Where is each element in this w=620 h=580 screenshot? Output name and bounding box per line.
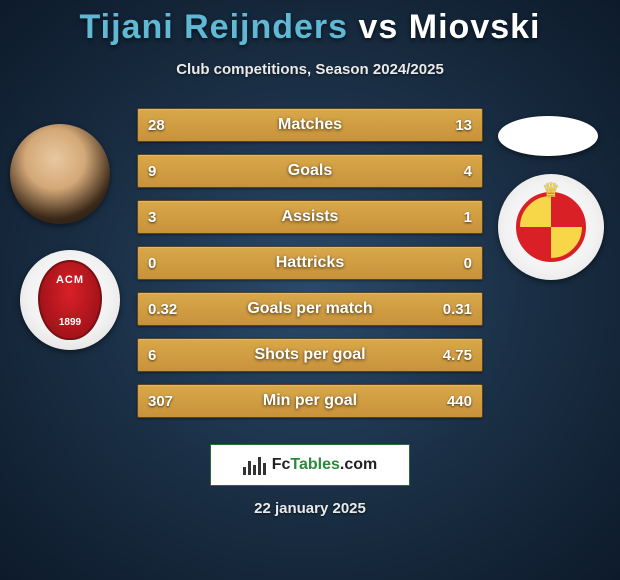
stat-row: 3Assists1 — [137, 200, 483, 234]
subtitle: Club competitions, Season 2024/2025 — [0, 61, 620, 78]
stat-label: Goals — [138, 162, 482, 180]
stat-row: 28Matches13 — [137, 108, 483, 142]
player1-name: Tijani Reijnders — [79, 8, 348, 46]
club-crest-left — [20, 250, 120, 350]
logo-part2: Tables — [290, 456, 340, 473]
stat-label: Min per goal — [138, 392, 482, 410]
stat-row: 6Shots per goal4.75 — [137, 338, 483, 372]
stat-label: Assists — [138, 208, 482, 226]
player1-avatar — [10, 124, 110, 224]
crest-left-badge — [38, 260, 102, 340]
logo-part1: Fc — [272, 456, 291, 473]
stat-row: 0Hattricks0 — [137, 246, 483, 280]
vs-separator: vs — [359, 8, 399, 46]
player2-avatar — [498, 116, 598, 156]
fctables-logo: FcTables.com — [210, 444, 410, 486]
stat-label: Matches — [138, 116, 482, 134]
stat-row: 9Goals4 — [137, 154, 483, 188]
header: Tijani Reijnders vs Miovski Club competi… — [0, 0, 620, 78]
logo-text: FcTables.com — [272, 456, 378, 474]
logo-part3: .com — [340, 456, 377, 473]
date-label: 22 january 2025 — [0, 500, 620, 517]
stat-label: Shots per goal — [138, 346, 482, 364]
stat-row: 307Min per goal440 — [137, 384, 483, 418]
chart-icon — [243, 455, 266, 475]
crest-right-badge: ♛ — [516, 192, 586, 262]
stat-label: Goals per match — [138, 300, 482, 318]
crown-icon: ♛ — [542, 178, 560, 203]
page-title: Tijani Reijnders vs Miovski — [0, 8, 620, 47]
stats-column: 28Matches13 9Goals4 3Assists1 0Hattricks0 0.… — [137, 108, 483, 430]
player2-name: Miovski — [409, 8, 541, 46]
stat-row: 0.32Goals per match0.31 — [137, 292, 483, 326]
stat-label: Hattricks — [138, 254, 482, 272]
club-crest-right: ♛ — [498, 174, 604, 280]
